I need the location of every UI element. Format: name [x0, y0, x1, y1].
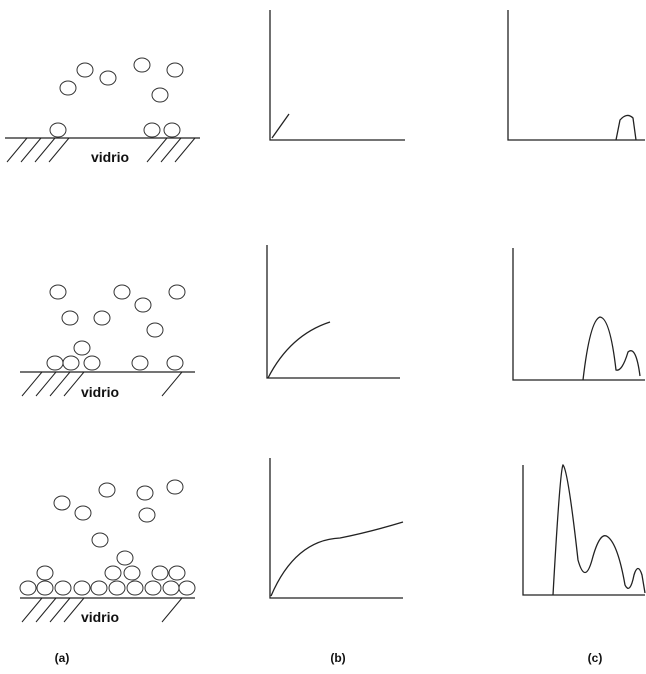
- column-label: (a): [55, 651, 70, 665]
- column-label: (c): [588, 651, 603, 665]
- substrate-label: vidrio: [81, 384, 119, 400]
- particles-row-3: [20, 480, 195, 595]
- graph-c-3: [523, 465, 645, 595]
- substrate-label: vidrio: [91, 149, 129, 165]
- hatch-line: [162, 372, 182, 396]
- graph-b-2: [267, 245, 400, 378]
- particles-row-1: [50, 58, 183, 137]
- particles-row-2: [47, 285, 185, 370]
- column-label: (b): [330, 651, 345, 665]
- graph-b-1: [270, 10, 405, 140]
- hatch-line: [162, 598, 182, 622]
- figure: vidrio vidrio vidrio: [0, 0, 646, 674]
- substrate-label: vidrio: [81, 609, 119, 625]
- graph-c-2: [513, 248, 645, 380]
- graph-c-1: [508, 10, 645, 140]
- graph-b-3: [270, 458, 403, 598]
